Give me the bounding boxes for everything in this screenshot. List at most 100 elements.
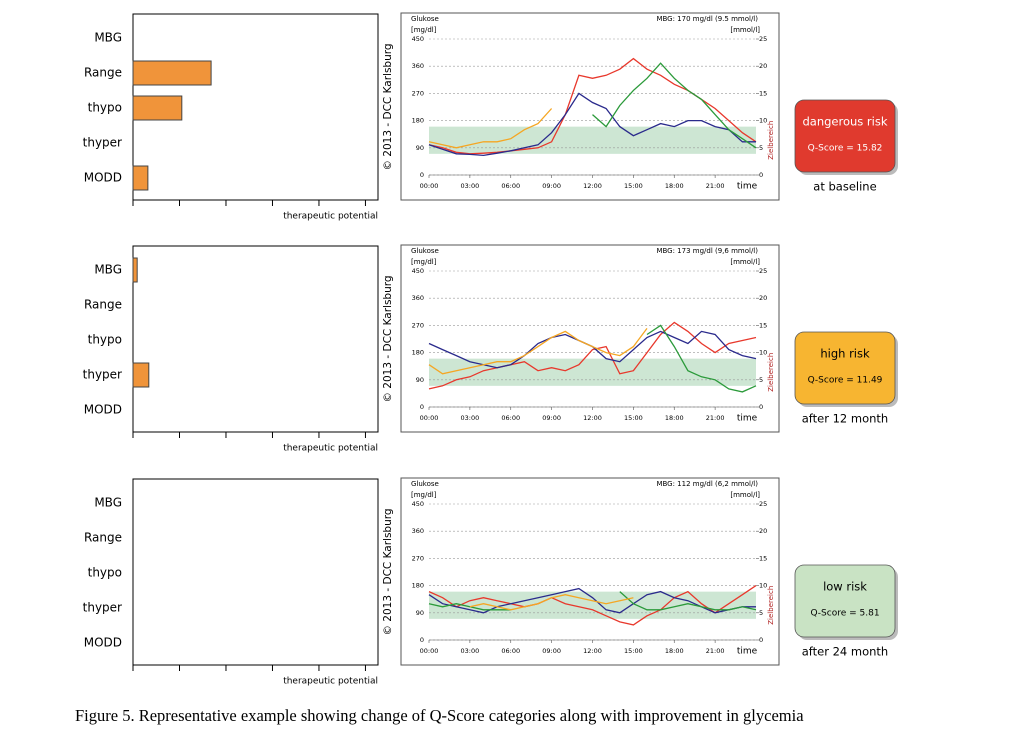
y-tick-label: 450 bbox=[412, 500, 424, 508]
chart-title: Glukose bbox=[411, 15, 439, 23]
y-tick-label: 450 bbox=[412, 267, 424, 275]
y2-tick-label: 20 bbox=[759, 527, 767, 535]
target-band bbox=[429, 126, 756, 154]
x-tick-label: 00:00 bbox=[420, 647, 439, 655]
risk-period: at baseline bbox=[813, 180, 876, 194]
category-label: Range bbox=[84, 531, 122, 545]
y-tick-label: 0 bbox=[420, 403, 424, 411]
y2-tick-label: 10 bbox=[759, 117, 767, 125]
x-tick-label: 06:00 bbox=[501, 414, 520, 422]
caption: Figure 5. Representative example showing… bbox=[75, 706, 804, 725]
y-tick-label: 450 bbox=[412, 35, 424, 43]
glucose-line bbox=[469, 594, 634, 611]
risk-box bbox=[794, 331, 896, 405]
category-label: MODD bbox=[84, 403, 122, 417]
category-label: thypo bbox=[88, 566, 122, 580]
y-tick-label: 90 bbox=[416, 609, 424, 617]
category-label: MBG bbox=[94, 31, 122, 45]
y-tick-label: 180 bbox=[412, 582, 424, 590]
glucose-line bbox=[428, 108, 553, 149]
y-tick-label: 90 bbox=[416, 144, 424, 152]
x-tick-label: 03:00 bbox=[461, 414, 480, 422]
q-score: Q-Score = 11.49 bbox=[808, 376, 883, 386]
y2-tick-label: 20 bbox=[759, 62, 767, 70]
target-label: Zielbereich bbox=[767, 353, 775, 392]
x-axis-label: therapeutic potential bbox=[283, 444, 378, 454]
y-tick-label: 0 bbox=[420, 171, 424, 179]
glucose-line bbox=[428, 328, 648, 375]
y-tick-label: 180 bbox=[412, 117, 424, 125]
bar bbox=[132, 165, 149, 191]
y-tick-label: 360 bbox=[412, 62, 424, 70]
y2-axis-label: [mmol/l] bbox=[730, 258, 760, 266]
risk-category: low risk bbox=[823, 580, 867, 594]
x-axis-label: time bbox=[737, 182, 758, 192]
y-axis-label: [mg/dl] bbox=[411, 26, 437, 34]
glucose-line bbox=[592, 62, 757, 149]
x-tick-label: 21:00 bbox=[706, 182, 725, 190]
category-label: Range bbox=[84, 66, 122, 80]
y2-tick-label: 0 bbox=[759, 403, 763, 411]
y-tick-label: 270 bbox=[412, 554, 424, 562]
copyright-note: © 2013 - DCC Karlsburg bbox=[382, 275, 394, 402]
chart-title: Glukose bbox=[411, 480, 439, 488]
plot-frame bbox=[132, 245, 379, 433]
chart-frame bbox=[400, 477, 780, 666]
x-tick-label: 18:00 bbox=[665, 182, 684, 190]
category-label: thyper bbox=[83, 368, 122, 382]
x-tick-label: 03:00 bbox=[461, 182, 480, 190]
x-tick-label: 09:00 bbox=[542, 182, 561, 190]
y-tick-label: 270 bbox=[412, 89, 424, 97]
y2-tick-label: 10 bbox=[759, 582, 767, 590]
y2-tick-label: 25 bbox=[759, 267, 767, 275]
y-tick-label: 270 bbox=[412, 321, 424, 329]
x-tick-label: 18:00 bbox=[665, 414, 684, 422]
x-tick-label: 03:00 bbox=[461, 647, 480, 655]
bar bbox=[132, 60, 212, 86]
x-tick-label: 06:00 bbox=[501, 182, 520, 190]
glucose-line bbox=[428, 585, 757, 626]
risk-period: after 12 month bbox=[802, 412, 888, 426]
category-label: MODD bbox=[84, 171, 122, 185]
y2-tick-label: 15 bbox=[759, 89, 767, 97]
category-label: thypo bbox=[88, 333, 122, 347]
glucose-line bbox=[428, 92, 756, 157]
chart-title: Glukose bbox=[411, 247, 439, 255]
category-label: thyper bbox=[83, 136, 122, 150]
mbg-annotation: MBG: 170 mg/dl (9.5 mmol/l) bbox=[656, 15, 758, 23]
y-tick-label: 360 bbox=[412, 294, 424, 302]
category-label: Range bbox=[84, 298, 122, 312]
y2-tick-label: 20 bbox=[759, 294, 767, 302]
y-axis-label: [mg/dl] bbox=[411, 491, 437, 499]
risk-period: after 24 month bbox=[802, 645, 888, 659]
target-band bbox=[429, 358, 756, 386]
risk-category: dangerous risk bbox=[802, 115, 887, 129]
y2-tick-label: 25 bbox=[759, 35, 767, 43]
x-tick-label: 00:00 bbox=[420, 414, 439, 422]
risk-box bbox=[794, 564, 896, 638]
glucose-line bbox=[428, 321, 757, 390]
x-tick-label: 18:00 bbox=[665, 647, 684, 655]
target-band bbox=[429, 591, 756, 619]
y2-axis-label: [mmol/l] bbox=[730, 26, 760, 34]
x-tick-label: 12:00 bbox=[583, 647, 602, 655]
y-tick-label: 360 bbox=[412, 527, 424, 535]
x-axis-label: therapeutic potential bbox=[283, 212, 378, 222]
x-tick-label: 15:00 bbox=[624, 414, 643, 422]
y2-tick-label: 5 bbox=[759, 376, 763, 384]
q-score: Q-Score = 15.82 bbox=[808, 144, 883, 154]
category-label: MBG bbox=[94, 263, 122, 277]
x-axis-label: time bbox=[737, 647, 758, 657]
category-label: thypo bbox=[88, 101, 122, 115]
y-tick-label: 90 bbox=[416, 376, 424, 384]
y2-tick-label: 0 bbox=[759, 171, 763, 179]
plot-frame bbox=[132, 478, 379, 666]
x-axis-label: time bbox=[737, 414, 758, 424]
category-label: MODD bbox=[84, 636, 122, 650]
y2-tick-label: 5 bbox=[759, 144, 763, 152]
x-tick-label: 12:00 bbox=[583, 414, 602, 422]
y2-axis-label: [mmol/l] bbox=[730, 491, 760, 499]
y2-tick-label: 15 bbox=[759, 554, 767, 562]
q-score: Q-Score = 5.81 bbox=[810, 609, 879, 619]
